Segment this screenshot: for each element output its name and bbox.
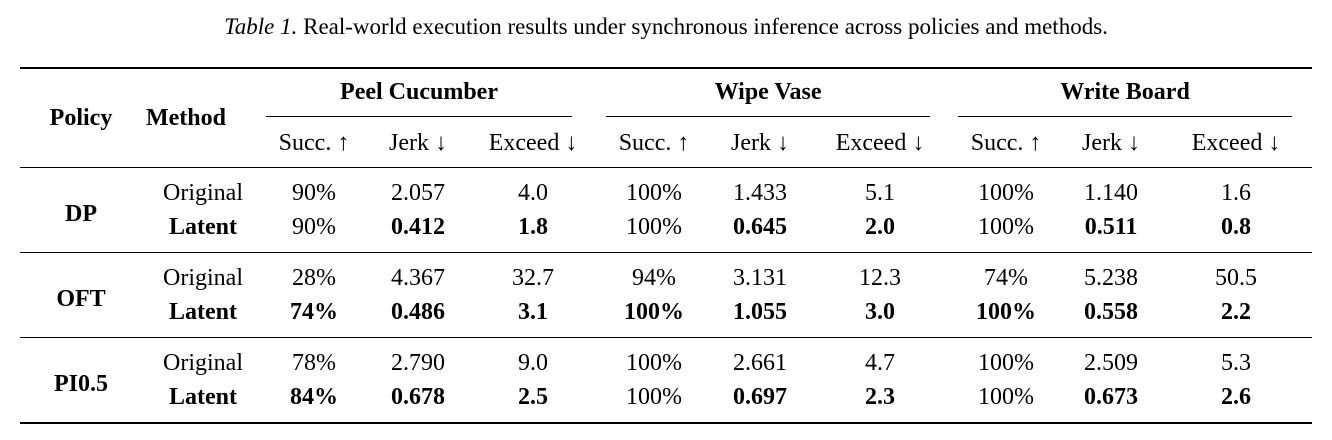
- cell-value: 100%: [598, 210, 711, 253]
- method-name: Latent: [142, 380, 260, 424]
- header-metric-succ: Succ. ↑: [260, 119, 368, 168]
- header-metric-exceed: Exceed ↓: [810, 119, 951, 168]
- policy-group-oft: OFT Original 28% 4.367 32.7 94% 3.131 12…: [20, 252, 1313, 338]
- table-row: PI0.5 Original 78% 2.790 9.0 100% 2.661 …: [20, 337, 1312, 424]
- table-row: Latent 90% 0.412 1.8 100% 0.645 2.0 100%…: [20, 210, 1313, 253]
- cell-value-best: 74%: [260, 295, 368, 338]
- cell-value: 2.057: [391, 179, 445, 206]
- method-name: Original: [163, 179, 243, 206]
- policy-group-dp: DP Original 90% 2.057 4.0 100% 1.433 5.1…: [20, 167, 1313, 253]
- header-metric-succ: Succ. ↑: [950, 119, 1063, 168]
- cell-value: 4.367: [391, 264, 445, 291]
- header-metric-jerk: Jerk ↓: [1062, 119, 1161, 168]
- header-task-peel-cucumber: Peel Cucumber: [260, 67, 599, 119]
- policy-name: OFT: [20, 252, 142, 338]
- policy-name: PI0.5: [20, 337, 142, 424]
- table-row: DP Original 90% 2.057 4.0 100% 1.433 5.1…: [20, 167, 1312, 253]
- cell-value: 9.0: [518, 349, 549, 376]
- caption-label: Table 1.: [224, 14, 298, 39]
- cell-value: 50.5: [1215, 264, 1258, 291]
- cell-value-best: 100%: [950, 295, 1063, 338]
- cell-value: 74%: [984, 264, 1029, 291]
- table-row: Latent 74% 0.486 3.1 100% 1.055 3.0 100%…: [20, 295, 1313, 338]
- cell-value: 12.3: [859, 264, 902, 291]
- cell-value-best: 3.1: [468, 295, 599, 338]
- cell-value-best: 3.0: [810, 295, 951, 338]
- cell-value: 94%: [632, 264, 677, 291]
- cell-value: 5.3: [1221, 349, 1252, 376]
- cell-value-best: 2.5: [468, 380, 599, 424]
- cell-value: 2.509: [1084, 349, 1139, 376]
- cell-value-best: 84%: [260, 380, 368, 424]
- cell-value-best: 0.645: [710, 210, 811, 253]
- method-name: Original: [163, 349, 243, 376]
- cell-value: 32.7: [512, 264, 555, 291]
- table-row: Latent 84% 0.678 2.5 100% 0.697 2.3 100%…: [20, 380, 1313, 424]
- cell-value-best: 0.8: [1160, 210, 1313, 253]
- header-task-wipe-vase: Wipe Vase: [598, 67, 951, 119]
- cell-value-best: 0.678: [368, 380, 468, 424]
- cell-value-best: 0.412: [368, 210, 468, 253]
- cell-value: 100%: [626, 349, 683, 376]
- cell-value: 100%: [978, 349, 1035, 376]
- cell-value: 1.433: [733, 179, 788, 206]
- header-metric-jerk: Jerk ↓: [368, 119, 468, 168]
- cell-value: 4.0: [518, 179, 549, 206]
- header-task-write-board: Write Board: [950, 67, 1313, 119]
- cell-value: 1.140: [1084, 179, 1139, 206]
- header-method: Method: [142, 67, 260, 168]
- cell-value: 78%: [292, 349, 336, 376]
- cell-value: 100%: [598, 380, 711, 424]
- cell-value: 28%: [292, 264, 336, 291]
- cell-value-best: 0.558: [1062, 295, 1161, 338]
- header-row-metrics: Succ. ↑ Jerk ↓ Exceed ↓ Succ. ↑ Jerk ↓ E…: [20, 119, 1313, 168]
- cell-value: 4.7: [865, 349, 896, 376]
- table-caption: Table 1. Real-world execution results un…: [0, 14, 1332, 40]
- cell-value-best: 1.055: [710, 295, 811, 338]
- header-row-tasks: Policy Method Peel Cucumber Wipe Vase Wr…: [20, 67, 1313, 168]
- cell-value: 2.661: [733, 349, 788, 376]
- cell-value-best: 100%: [598, 295, 711, 338]
- header-metric-jerk: Jerk ↓: [710, 119, 811, 168]
- header-metric-succ: Succ. ↑: [598, 119, 711, 168]
- cell-value-best: 2.2: [1160, 295, 1313, 338]
- header-policy: Policy: [20, 67, 142, 168]
- cell-value: 5.1: [865, 179, 896, 206]
- cell-value: 100%: [950, 210, 1063, 253]
- policy-name: DP: [20, 167, 142, 253]
- cell-value-best: 0.697: [710, 380, 811, 424]
- cell-value: 2.790: [391, 349, 445, 376]
- cell-value: 5.238: [1084, 264, 1139, 291]
- header-metric-exceed: Exceed ↓: [468, 119, 599, 168]
- method-name: Latent: [142, 210, 260, 253]
- cell-value-best: 0.486: [368, 295, 468, 338]
- cell-value: 90%: [292, 179, 336, 206]
- header-metric-exceed: Exceed ↓: [1160, 119, 1313, 168]
- caption-text: Real-world execution results under synch…: [303, 14, 1108, 39]
- results-table: Policy Method Peel Cucumber Wipe Vase Wr…: [20, 67, 1313, 424]
- cell-value: 100%: [626, 179, 683, 206]
- policy-group-pi05: PI0.5 Original 78% 2.790 9.0 100% 2.661 …: [20, 337, 1313, 424]
- cell-value: 100%: [950, 380, 1063, 424]
- cell-value-best: 2.0: [810, 210, 951, 253]
- cell-value: 3.131: [733, 264, 788, 291]
- cell-value-best: 1.8: [468, 210, 599, 253]
- cell-value-best: 0.511: [1062, 210, 1161, 253]
- method-name: Original: [163, 264, 243, 291]
- cell-value-best: 2.3: [810, 380, 951, 424]
- cell-value: 90%: [260, 210, 368, 253]
- cell-value: 1.6: [1221, 179, 1252, 206]
- method-name: Latent: [142, 295, 260, 338]
- table-row: OFT Original 28% 4.367 32.7 94% 3.131 12…: [20, 252, 1312, 338]
- cell-value-best: 2.6: [1160, 380, 1313, 424]
- cell-value: 100%: [978, 179, 1035, 206]
- cell-value-best: 0.673: [1062, 380, 1161, 424]
